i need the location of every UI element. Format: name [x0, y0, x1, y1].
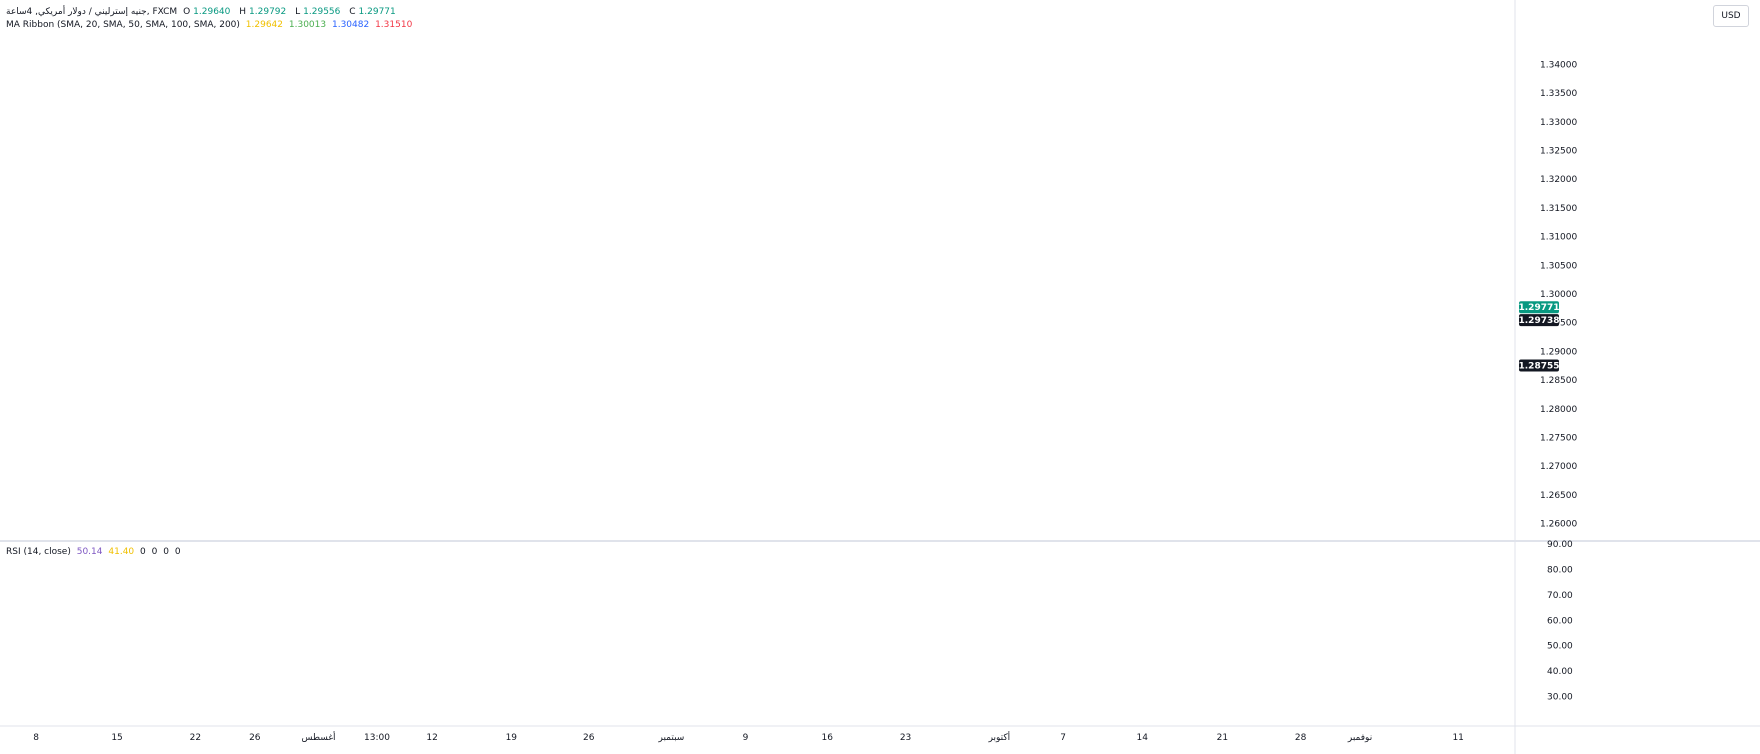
price-label-text: 1.28755	[1519, 362, 1560, 372]
price-tick-label: 1.32500	[1540, 147, 1577, 157]
price-tick-label: 1.31500	[1540, 204, 1577, 214]
price-label-box	[1519, 314, 1559, 327]
currency-button[interactable]: USD	[1713, 5, 1749, 27]
ma-ribbon-legend: MA Ribbon (SMA, 20, SMA, 50, SMA, 100, S…	[6, 19, 415, 31]
price-tick-label: 1.30500	[1540, 261, 1577, 271]
price-label-box	[1519, 301, 1559, 314]
rsi-tick-label: 30.00	[1547, 693, 1573, 703]
price-tick-label: 1.34000	[1540, 60, 1577, 70]
symbol-title: جنيه إسترليني / دولار أمريكي, 4ساعة, FXC…	[6, 7, 178, 17]
time-tick-label: 8	[33, 733, 39, 743]
price-tick-label: 1.32000	[1540, 175, 1577, 185]
ohlc-low: L 1.29556	[295, 7, 341, 17]
ohlc-high: H 1.29792	[239, 7, 287, 17]
price-label-box	[1519, 359, 1559, 372]
time-tick-label: 11	[1452, 733, 1463, 743]
rsi-extra-3: 0	[163, 547, 169, 557]
time-tick-label: 21	[1217, 733, 1228, 743]
rsi-ma-value: 41.40	[108, 547, 135, 557]
time-tick-label: نوفمبر	[1347, 733, 1372, 743]
rsi-extra-2: 0	[151, 547, 158, 557]
price-tick-label: 1.28500	[1540, 376, 1577, 386]
price-tick-label: 1.26000	[1540, 520, 1577, 530]
price-tick-label: 1.29000	[1540, 347, 1577, 357]
ohlc-close: C 1.29771	[349, 7, 396, 17]
price-tick-label: 1.28000	[1540, 405, 1577, 415]
rsi-tick-label: 80.00	[1547, 565, 1573, 575]
rsi-legend: RSI (14, close) 50.14 41.40 0 0 0 0	[6, 546, 184, 558]
time-tick-label: 19	[506, 733, 518, 743]
time-tick-label: 12	[426, 733, 437, 743]
time-tick-label: 16	[821, 733, 833, 743]
time-tick-label: 26	[583, 733, 595, 743]
rsi-extra-1: 0	[140, 547, 146, 557]
rsi-tick-label: 60.00	[1547, 616, 1573, 626]
price-tick-label: 1.26500	[1540, 491, 1577, 501]
time-tick-label: 14	[1137, 733, 1149, 743]
price-label-text: 1.29738	[1519, 316, 1560, 326]
rsi-tick-label: 70.00	[1547, 591, 1573, 601]
time-tick-label: 22	[190, 733, 201, 743]
time-tick-label: 28	[1295, 733, 1307, 743]
sma20-value: 1.29642	[245, 20, 284, 30]
time-tick-label: 7	[1060, 733, 1066, 743]
sma50-value: 1.30013	[288, 20, 327, 30]
price-tick-label: 1.33500	[1540, 89, 1577, 99]
time-tick-label: 15	[111, 733, 122, 743]
price-tick-label: 1.30000	[1540, 290, 1577, 300]
sma200-value: 1.31510	[375, 20, 413, 30]
time-tick-label: 26	[249, 733, 261, 743]
price-tick-label: 1.33000	[1540, 118, 1577, 128]
time-tick-label: أغسطس	[301, 731, 335, 743]
rsi-tick-label: 50.00	[1547, 642, 1573, 652]
time-tick-label: 23	[900, 733, 911, 743]
rsi-tick-label: 40.00	[1547, 667, 1573, 677]
time-tick-label: أكتوبر	[988, 731, 1011, 743]
time-tick-label: سبتمبر	[657, 733, 684, 743]
ohlc-open: O 1.29640	[183, 7, 231, 17]
sma100-value: 1.30482	[331, 20, 370, 30]
rsi-title: RSI (14, close)	[6, 547, 71, 557]
price-tick-label: 1.27000	[1540, 462, 1577, 472]
rsi-value: 50.14	[76, 547, 103, 557]
ma-ribbon-title: MA Ribbon (SMA, 20, SMA, 50, SMA, 100, S…	[6, 20, 240, 30]
price-tick-label: 1.31000	[1540, 233, 1577, 243]
rsi-extra-4: 0	[174, 547, 181, 557]
time-tick-label: 9	[743, 733, 749, 743]
price-label-text: 1.29771	[1519, 303, 1560, 313]
time-tick-label: 13:00	[364, 733, 390, 743]
rsi-tick-label: 90.00	[1547, 540, 1573, 550]
price-tick-label: 1.27500	[1540, 434, 1577, 444]
symbol-legend: جنيه إسترليني / دولار أمريكي, 4ساعة, FXC…	[6, 6, 402, 18]
